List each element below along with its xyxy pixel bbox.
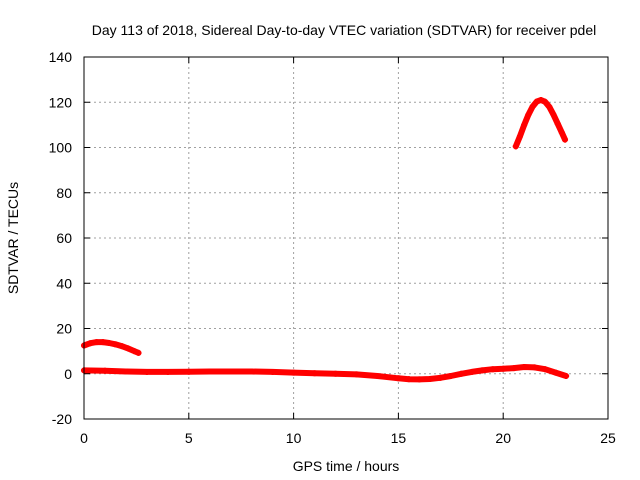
x-axis-title: GPS time / hours (293, 458, 400, 474)
data-point (185, 368, 192, 375)
data-point (525, 111, 532, 118)
data-point (510, 365, 517, 372)
data-point (131, 348, 138, 355)
data-point (447, 373, 454, 380)
y-tick-label: 100 (49, 140, 73, 156)
data-point (135, 349, 142, 356)
y-tick-label: 0 (64, 366, 72, 382)
data-point (112, 341, 119, 348)
data-point (521, 121, 528, 128)
x-tick-label: 20 (495, 430, 511, 446)
data-point (143, 368, 150, 375)
data-point (542, 366, 549, 373)
y-tick-label: 60 (56, 230, 72, 246)
data-point (512, 143, 519, 150)
data-point (374, 373, 381, 380)
y-tick-label: 80 (56, 185, 72, 201)
data-point (489, 366, 496, 373)
data-point (516, 133, 523, 140)
y-tick-label: 140 (49, 49, 73, 65)
data-point (93, 339, 100, 346)
data-point (468, 368, 475, 375)
data-point (290, 369, 297, 376)
x-tick-label: 10 (286, 430, 302, 446)
data-point (550, 111, 557, 118)
data-point (533, 98, 540, 105)
data-point (521, 363, 528, 370)
data-point (118, 343, 125, 350)
data-point (552, 369, 559, 376)
y-tick-label: 20 (56, 321, 72, 337)
tick-labels: 0 5 10 15 20 25 -20 0 20 40 60 80 100 120 140 (49, 49, 616, 446)
x-tick-label: 0 (80, 430, 88, 446)
axis-ticks (83, 56, 609, 420)
data-point (353, 371, 360, 378)
y-tick-label: -20 (52, 411, 72, 427)
y-tick-label: 40 (56, 275, 72, 291)
data-point (248, 368, 255, 375)
chart-title: Day 113 of 2018, Sidereal Day-to-day VTE… (92, 22, 596, 38)
data-point (479, 367, 486, 374)
data-point (426, 375, 433, 382)
data-point (558, 129, 565, 136)
x-tick-label: 5 (185, 430, 193, 446)
data-point (311, 370, 318, 377)
data-point (437, 374, 444, 381)
data-point (122, 368, 129, 375)
data-point (125, 345, 132, 352)
data-point (546, 103, 553, 110)
data-point (416, 376, 423, 383)
data-point (332, 370, 339, 377)
data-point (542, 98, 549, 105)
data-point (106, 339, 113, 346)
y-axis-title: SDTVAR / TECUs (5, 182, 21, 294)
data-point (395, 375, 402, 382)
data-point (87, 340, 94, 347)
data-point (206, 368, 213, 375)
y-tick-label: 120 (49, 94, 73, 110)
data-point (164, 368, 171, 375)
data-point (227, 368, 234, 375)
data-point (562, 136, 569, 143)
data-point (531, 364, 538, 371)
data-point (101, 367, 108, 374)
data-point (500, 365, 507, 372)
data-point (458, 370, 465, 377)
series-upper-arc-left (81, 339, 142, 356)
data-point (529, 103, 536, 110)
data-point (554, 120, 561, 127)
data-point (537, 96, 544, 103)
x-tick-label: 15 (391, 430, 407, 446)
data-point (269, 368, 276, 375)
data-point (99, 339, 106, 346)
data-series (81, 96, 570, 383)
data-point (563, 373, 570, 380)
x-tick-label: 25 (600, 430, 616, 446)
data-point (405, 376, 412, 383)
